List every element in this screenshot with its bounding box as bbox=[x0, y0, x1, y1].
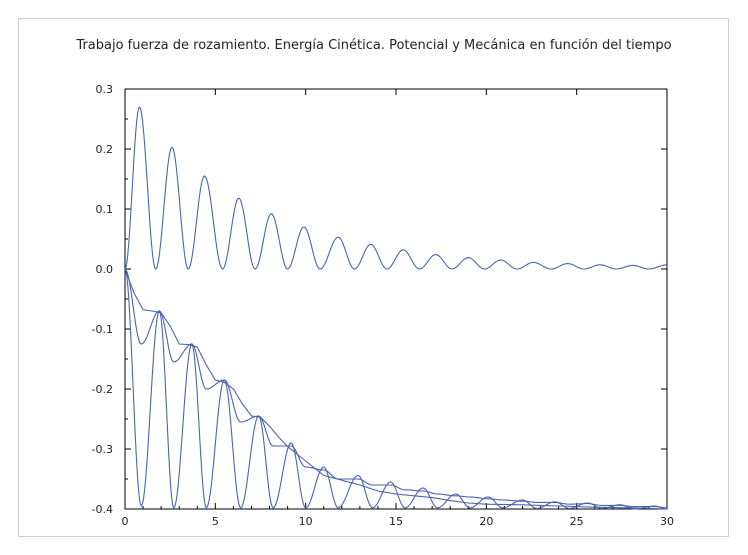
x-tick-label: 0 bbox=[122, 515, 129, 528]
y-tick-label: -0.2 bbox=[92, 383, 113, 396]
x-tick-label: 20 bbox=[479, 515, 493, 528]
x-tick-label: 30 bbox=[660, 515, 674, 528]
y-tick-label: -0.1 bbox=[92, 323, 113, 336]
x-tick-label: 10 bbox=[299, 515, 313, 528]
series-line-2 bbox=[124, 268, 668, 510]
series-line-4 bbox=[124, 268, 668, 509]
x-tick-label: 5 bbox=[212, 515, 219, 528]
y-tick-label: 0.1 bbox=[96, 203, 114, 216]
series-line-3 bbox=[124, 268, 668, 510]
y-tick-label: 0.2 bbox=[96, 143, 114, 156]
series-group bbox=[124, 105, 668, 510]
series-line-1 bbox=[124, 105, 668, 270]
y-tick-label: 0.0 bbox=[96, 263, 114, 276]
y-tick-label: -0.3 bbox=[92, 443, 113, 456]
x-tick-label: 25 bbox=[570, 515, 584, 528]
chart-title: Trabajo fuerza de rozamiento. Energía Ci… bbox=[76, 38, 672, 53]
y-tick-label: 0.3 bbox=[96, 83, 114, 96]
plot-area bbox=[124, 88, 668, 510]
y-tick-label: -0.4 bbox=[92, 503, 113, 516]
axis-ticks: 0 5 10 15 20 25 30 -0.4 -0.3 -0.2 -0.1 0.0 0.1 0.2 0.3 bbox=[92, 83, 674, 528]
x-tick-label: 15 bbox=[389, 515, 403, 528]
